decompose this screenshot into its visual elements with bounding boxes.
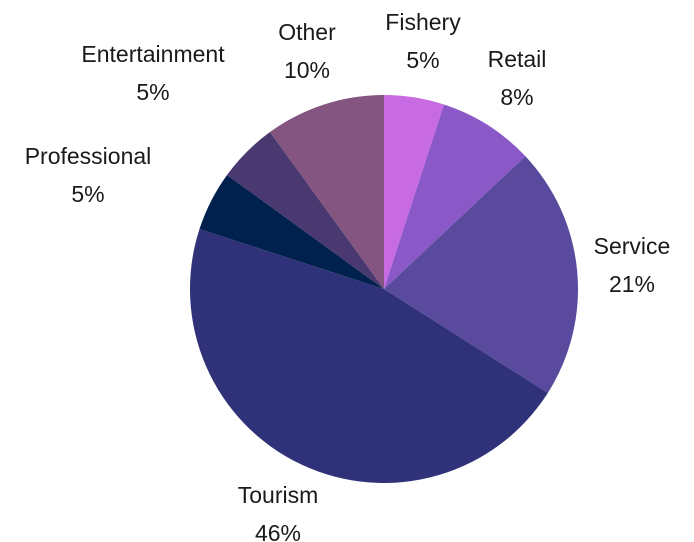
slice-retail (384, 104, 526, 290)
slice-entertainment (227, 132, 384, 289)
value-label-other: 10% (284, 57, 330, 83)
label-entertainment: Entertainment (81, 41, 225, 67)
value-label-fishery: 5% (406, 47, 439, 73)
slice-fishery (384, 95, 444, 289)
slice-professional (199, 174, 384, 289)
label-other: Other (278, 19, 336, 45)
label-tourism: Tourism (238, 482, 319, 508)
label-retail: Retail (488, 46, 547, 72)
slice-tourism (190, 229, 548, 483)
pie-labels: Fishery 5% Retail 8% Service 21% Tourism 46% Pro… (25, 9, 671, 542)
label-fishery: Fishery (385, 9, 461, 35)
slice-other (269, 95, 384, 289)
label-professional: Professional (25, 143, 152, 169)
pie-slices (190, 95, 578, 483)
slice-service (384, 156, 578, 393)
value-label-entertainment: 5% (136, 79, 169, 105)
value-label-service: 21% (609, 271, 655, 297)
value-label-retail: 8% (500, 84, 533, 110)
value-label-professional: 5% (71, 181, 104, 207)
value-label-tourism: 46% (255, 520, 301, 542)
label-service: Service (594, 233, 671, 259)
